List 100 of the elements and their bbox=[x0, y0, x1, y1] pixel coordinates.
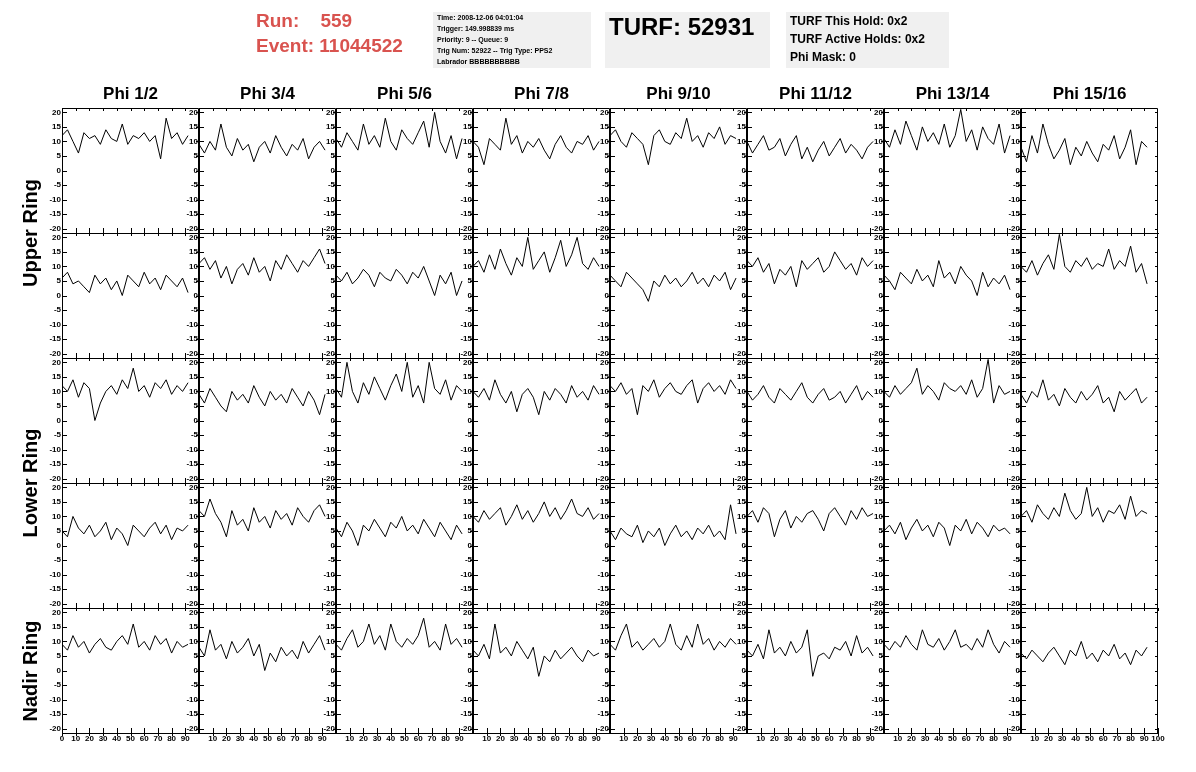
y-tick-label: -20 bbox=[871, 598, 884, 608]
y-tick-label: -15 bbox=[871, 209, 884, 219]
y-tick-label: 0 bbox=[56, 540, 62, 550]
y-tick-label: 15 bbox=[737, 372, 747, 382]
y-tick-label: 15 bbox=[600, 247, 610, 257]
x-tick-label: 90 bbox=[728, 734, 739, 743]
y-tick-label: 20 bbox=[463, 232, 473, 242]
y-tick-label: -15 bbox=[597, 334, 610, 344]
y-tick-label: 20 bbox=[463, 607, 473, 617]
x-tick-label: 70 bbox=[427, 734, 437, 743]
x-tick-label: 10 bbox=[756, 734, 766, 743]
y-tick-label: -15 bbox=[460, 209, 473, 219]
y-tick-label: -15 bbox=[1008, 209, 1021, 219]
x-tick-label: 70 bbox=[564, 734, 574, 743]
y-tick-label: 20 bbox=[737, 482, 747, 492]
y-tick-label: 0 bbox=[56, 165, 62, 175]
x-tick-label: 60 bbox=[961, 734, 972, 743]
y-tick-label: 20 bbox=[1011, 232, 1021, 242]
x-tick-label: 70 bbox=[838, 734, 848, 743]
y-tick-label: -15 bbox=[460, 459, 473, 469]
y-tick-label: 20 bbox=[737, 607, 747, 617]
y-tick-label: -10 bbox=[1008, 694, 1021, 704]
text: TURF This Hold: 0x2 bbox=[790, 13, 909, 30]
y-tick-label: 20 bbox=[600, 107, 610, 117]
y-tick-label: -15 bbox=[871, 459, 884, 469]
y-tick-label: 10 bbox=[52, 386, 62, 396]
y-tick-label: -20 bbox=[460, 723, 473, 733]
y-tick-label: 20 bbox=[463, 107, 473, 117]
y-tick-label: -20 bbox=[597, 598, 610, 608]
y-tick-label: 15 bbox=[1011, 622, 1021, 632]
y-tick-label: -20 bbox=[1008, 348, 1021, 358]
y-tick-label: 15 bbox=[874, 247, 884, 257]
x-tick-label: 70 bbox=[153, 734, 163, 743]
x-tick-label: 70 bbox=[1112, 734, 1122, 743]
x-tick-label: 90 bbox=[317, 734, 328, 743]
y-tick-label: -15 bbox=[186, 459, 199, 469]
x-tick-label: 20 bbox=[84, 734, 95, 743]
y-tick-label: -15 bbox=[49, 459, 62, 469]
y-tick-label: 5 bbox=[56, 401, 62, 411]
y-tick-label: 20 bbox=[189, 232, 199, 242]
y-tick-label: -10 bbox=[1008, 569, 1021, 579]
y-tick-label: -20 bbox=[597, 473, 610, 483]
x-tick-label: 90 bbox=[454, 734, 465, 743]
x-tick-label: 40 bbox=[797, 734, 807, 743]
chart-title: Phi 3/4 bbox=[239, 84, 296, 104]
y-tick-label: 15 bbox=[326, 122, 336, 132]
y-tick-label: -20 bbox=[323, 473, 336, 483]
y-tick-label: 15 bbox=[737, 497, 747, 507]
x-tick-label: 50 bbox=[948, 734, 958, 743]
y-tick-label: -20 bbox=[734, 723, 747, 733]
x-tick-label: 10 bbox=[345, 734, 355, 743]
x-tick-label: 40 bbox=[934, 734, 944, 743]
y-tick-label: 15 bbox=[874, 497, 884, 507]
y-tick-label: -15 bbox=[597, 209, 610, 219]
x-tick-label: 20 bbox=[221, 734, 232, 743]
x-tick-label: 30 bbox=[509, 734, 520, 743]
y-tick-label: -20 bbox=[460, 598, 473, 608]
chart-title: Phi 13/14 bbox=[914, 84, 991, 104]
x-tick-label: 50 bbox=[1085, 734, 1095, 743]
y-tick-label: -10 bbox=[597, 319, 610, 329]
x-tick-label: 90 bbox=[865, 734, 876, 743]
chart-title: Phi 1/2 bbox=[102, 84, 159, 104]
y-tick-label: -10 bbox=[597, 694, 610, 704]
x-tick-label: 90 bbox=[1139, 734, 1150, 743]
y-tick-label: -10 bbox=[186, 194, 199, 204]
y-tick-label: -10 bbox=[734, 194, 747, 204]
y-tick-label: 0 bbox=[56, 415, 62, 425]
y-tick-label: -10 bbox=[323, 694, 336, 704]
y-tick-label: -20 bbox=[186, 598, 199, 608]
x-tick-label: 10 bbox=[1030, 734, 1040, 743]
x-tick-label: 30 bbox=[372, 734, 383, 743]
y-tick-label: -5 bbox=[53, 180, 62, 190]
y-tick-label: -10 bbox=[460, 194, 473, 204]
y-tick-label: -20 bbox=[186, 348, 199, 358]
x-tick-label: 60 bbox=[276, 734, 287, 743]
y-tick-label: 20 bbox=[737, 357, 747, 367]
y-tick-label: -20 bbox=[460, 473, 473, 483]
y-tick-label: -5 bbox=[53, 680, 62, 690]
y-tick-label: -20 bbox=[597, 723, 610, 733]
x-tick-label: 20 bbox=[906, 734, 917, 743]
y-tick-label: -10 bbox=[323, 319, 336, 329]
y-tick-label: 15 bbox=[463, 372, 473, 382]
y-tick-label: 15 bbox=[52, 122, 62, 132]
y-tick-label: 15 bbox=[874, 622, 884, 632]
y-tick-label: 20 bbox=[874, 482, 884, 492]
y-tick-label: -10 bbox=[597, 194, 610, 204]
y-tick-label: -10 bbox=[323, 444, 336, 454]
y-tick-label: -20 bbox=[734, 598, 747, 608]
x-tick-label: 30 bbox=[783, 734, 794, 743]
y-tick-label: 20 bbox=[52, 107, 62, 117]
y-tick-label: 15 bbox=[463, 247, 473, 257]
x-tick-label: 70 bbox=[701, 734, 711, 743]
x-tick-label: 60 bbox=[824, 734, 835, 743]
y-tick-label: -20 bbox=[734, 473, 747, 483]
y-tick-label: 20 bbox=[1011, 357, 1021, 367]
y-tick-label: -20 bbox=[871, 223, 884, 233]
y-tick-label: -15 bbox=[323, 459, 336, 469]
chart-title: Phi 7/8 bbox=[513, 84, 570, 104]
y-tick-label: 15 bbox=[326, 247, 336, 257]
x-tick-label: 10 bbox=[482, 734, 492, 743]
